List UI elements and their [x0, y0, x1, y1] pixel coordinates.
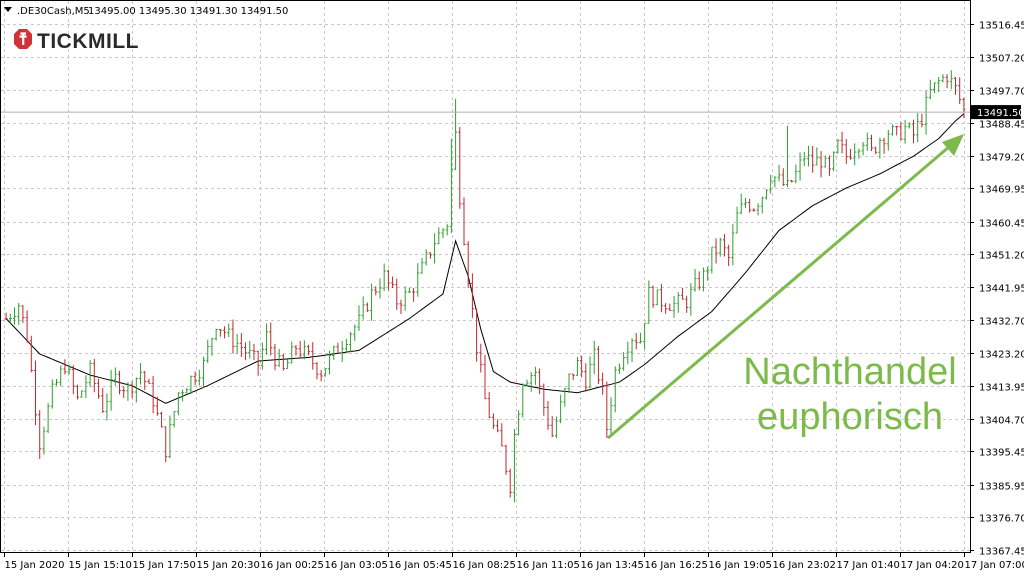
y-tick-label: 13451.20 [979, 251, 1024, 262]
y-tick-label: 13488.45 [979, 120, 1024, 131]
x-tick-label: 17 Jan 01:40 [837, 560, 900, 571]
y-tick-label: 13367.45 [979, 547, 1024, 558]
y-tick-label: 13432.70 [979, 317, 1024, 328]
current-price-label: 13491.50 [977, 108, 1024, 119]
chevron-down-icon[interactable] [4, 7, 12, 12]
ma-path [5, 113, 965, 404]
tickmill-logo: TICKMILL [14, 29, 139, 53]
x-tick-label: 17 Jan 04:20 [901, 560, 964, 571]
symbol-label: .DE30Cash,M5 [17, 6, 90, 17]
ohlc-readout: 13495.00 13495.30 13491.30 13491.50 [88, 6, 288, 17]
x-tick-label: 16 Jan 23:02 [773, 560, 836, 571]
x-tick-label: 16 Jan 03:05 [325, 560, 388, 571]
annotation-line-1: Nachthandel [743, 351, 956, 393]
x-tick-label: 16 Jan 08:25 [453, 560, 516, 571]
x-tick-label: 16 Jan 00:25 [261, 560, 324, 571]
x-tick-label: 16 Jan 11:05 [517, 560, 580, 571]
chart-grid [1, 1, 970, 552]
y-tick-label: 13516.45 [979, 21, 1024, 32]
x-tick-label: 15 Jan 15:10 [69, 560, 132, 571]
y-tick-label: 13395.45 [979, 448, 1024, 459]
y-tick-label: 13497.70 [979, 87, 1024, 98]
annotation-line-2: euphorisch [757, 396, 943, 438]
y-tick-label: 13385.95 [979, 482, 1024, 493]
x-tick-label: 16 Jan 19:05 [709, 560, 772, 571]
y-tick-label: 13423.20 [979, 350, 1024, 361]
y-tick-label: 13460.45 [979, 219, 1024, 230]
y-tick-label: 13404.70 [979, 416, 1024, 427]
current-price-badge: 13491.50 [971, 105, 1024, 120]
y-tick-label: 13479.20 [979, 153, 1024, 164]
x-tick-label: 17 Jan 07:00 [965, 560, 1024, 571]
x-tick-label: 15 Jan 2020 [5, 560, 65, 571]
trend-arrow [607, 134, 964, 440]
y-tick-label: 13376.70 [979, 514, 1024, 525]
y-tick-label: 13507.20 [979, 54, 1024, 65]
moving-average-line [5, 113, 965, 404]
plot-frame [0, 0, 971, 553]
arrow-head-icon [942, 134, 964, 156]
y-tick-label: 13441.95 [979, 284, 1024, 295]
y-tick-label: 13469.95 [979, 185, 1024, 196]
y-axis: 13516.45 13507.20 13497.70 13488.45 13479.20… [970, 21, 1024, 558]
x-tick-label: 16 Jan 16:25 [645, 560, 708, 571]
logo-text: TICKMILL [37, 30, 139, 53]
x-tick-label: 15 Jan 17:50 [133, 560, 196, 571]
candles [4, 70, 966, 503]
x-tick-label: 15 Jan 20:30 [197, 560, 260, 571]
x-axis: 15 Jan 2020 15 Jan 15:10 15 Jan 17:50 15 Ja… [4, 552, 1024, 571]
x-tick-label: 16 Jan 13:45 [581, 560, 644, 571]
x-tick-label: 16 Jan 05:45 [389, 560, 452, 571]
arrow-shaft [607, 144, 951, 440]
y-tick-label: 13413.95 [979, 383, 1024, 394]
